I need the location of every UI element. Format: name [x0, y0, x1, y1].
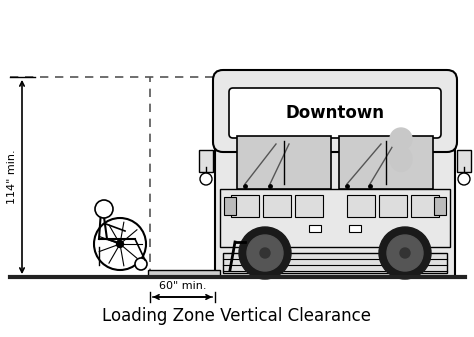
Bar — [199, 150, 213, 172]
Circle shape — [239, 227, 291, 279]
Bar — [457, 150, 471, 172]
Bar — [295, 195, 323, 217]
Circle shape — [247, 235, 283, 271]
Text: 60" min.: 60" min. — [159, 281, 206, 291]
Ellipse shape — [390, 147, 412, 172]
Circle shape — [400, 248, 410, 258]
Circle shape — [200, 173, 212, 185]
Bar — [224, 197, 236, 215]
Text: Loading Zone Vertical Clearance: Loading Zone Vertical Clearance — [102, 307, 372, 325]
Bar — [411, 195, 439, 217]
Bar — [223, 253, 447, 273]
Circle shape — [94, 218, 146, 270]
Bar — [215, 112, 455, 277]
Bar — [347, 195, 375, 217]
FancyBboxPatch shape — [213, 70, 457, 152]
Bar — [231, 195, 259, 217]
Circle shape — [390, 128, 412, 150]
Circle shape — [260, 248, 270, 258]
Bar — [339, 136, 433, 189]
Bar — [349, 225, 361, 232]
Text: 114" min.: 114" min. — [7, 150, 17, 204]
Bar — [309, 225, 321, 232]
Bar — [263, 195, 291, 217]
Circle shape — [387, 235, 423, 271]
Circle shape — [95, 200, 113, 218]
Circle shape — [117, 241, 124, 247]
Bar — [379, 195, 407, 217]
Circle shape — [379, 227, 431, 279]
Bar — [220, 189, 450, 247]
Bar — [237, 136, 331, 189]
Bar — [434, 197, 446, 215]
FancyBboxPatch shape — [229, 88, 441, 138]
Circle shape — [135, 258, 147, 270]
Circle shape — [458, 173, 470, 185]
Text: Downtown: Downtown — [285, 104, 384, 122]
Bar — [148, 270, 220, 277]
